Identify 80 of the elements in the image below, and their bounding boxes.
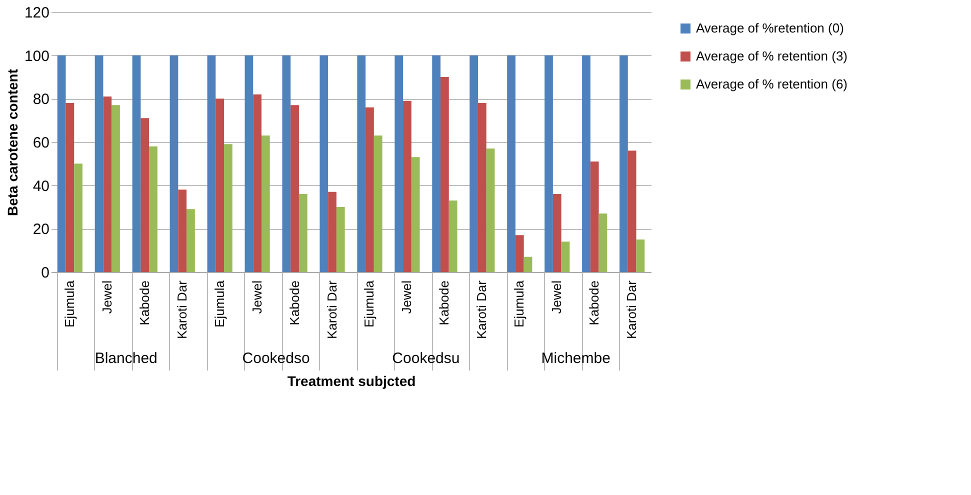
bar xyxy=(544,55,553,272)
x-tick-label: Kabode xyxy=(286,280,302,326)
bar xyxy=(440,77,449,272)
x-tick-label: Jewel xyxy=(99,280,114,314)
y-tick-label: 40 xyxy=(32,178,50,195)
bar xyxy=(261,136,270,272)
text: Blanched xyxy=(94,350,158,367)
x-tick-label: Karoti Dar xyxy=(624,280,640,340)
bar xyxy=(112,105,120,272)
bar xyxy=(207,55,216,272)
bar xyxy=(244,55,254,272)
bar xyxy=(103,96,112,272)
bar xyxy=(620,55,628,272)
y-tick-label: 80 xyxy=(32,91,50,108)
x-tick-label: Karoti Dar xyxy=(324,280,340,340)
bar xyxy=(140,118,150,272)
bar xyxy=(411,157,420,272)
bar xyxy=(282,55,291,272)
bar xyxy=(507,55,516,272)
y-tick-label: 0 xyxy=(41,264,50,282)
bar xyxy=(448,200,458,272)
bar xyxy=(636,240,645,272)
x-tick-label: Ejumula xyxy=(62,280,77,328)
bar xyxy=(216,98,224,272)
bar xyxy=(590,162,599,272)
y-tick-label: 120 xyxy=(24,4,50,22)
legend-label: Average of % retention (3) xyxy=(696,48,848,64)
bar xyxy=(374,136,382,272)
bar xyxy=(432,55,441,272)
bar xyxy=(66,103,74,272)
bar xyxy=(524,256,532,272)
bar xyxy=(486,148,495,272)
x-tick-label: Ejumula xyxy=(512,280,527,328)
bar xyxy=(582,55,590,272)
bar xyxy=(561,242,570,272)
x-tick-label: Kabode xyxy=(586,280,602,326)
bar xyxy=(328,192,336,272)
bar xyxy=(598,214,608,272)
x-tick-label: Ejumula xyxy=(362,280,377,328)
y-tick-label: 100 xyxy=(24,48,50,65)
bar xyxy=(357,55,366,272)
bar xyxy=(149,146,158,272)
x-tick-label: Karoti Dar xyxy=(174,280,190,340)
bar xyxy=(515,235,524,272)
x-axis-title: Treatment subjcted xyxy=(287,373,416,389)
y-tick-label: 20 xyxy=(32,221,50,238)
x-tick-label: Ejumula xyxy=(212,280,227,328)
x-tick-label: Kabode xyxy=(436,280,452,326)
bar xyxy=(224,144,232,272)
y-tick-label: 60 xyxy=(32,134,50,152)
text: Cookedsu xyxy=(392,350,460,367)
x-tick-label: Kabode xyxy=(136,280,152,326)
text: Cookedso xyxy=(242,350,310,367)
y-axis-title: Beta carotene content xyxy=(4,68,20,216)
bar xyxy=(320,55,328,272)
bar xyxy=(478,103,486,272)
bar xyxy=(403,100,412,272)
bar xyxy=(170,55,178,272)
bar xyxy=(253,94,262,272)
x-tick-label: Jewel xyxy=(549,280,564,314)
bar xyxy=(552,194,562,272)
legend-label: Average of % retention (6) xyxy=(696,76,848,92)
bar xyxy=(178,190,187,272)
x-tick-label: Karoti Dar xyxy=(474,280,490,340)
bar xyxy=(394,55,404,272)
bar xyxy=(186,209,195,272)
x-tick-label: Jewel xyxy=(249,280,264,314)
bar xyxy=(57,55,66,272)
bar xyxy=(470,55,478,272)
x-tick-label: Jewel xyxy=(399,280,414,314)
text: Michembe xyxy=(541,350,610,367)
bar xyxy=(74,164,82,272)
bar xyxy=(132,55,141,272)
bar xyxy=(298,194,308,272)
bar xyxy=(290,105,299,272)
bar xyxy=(94,55,104,272)
bar xyxy=(366,107,374,272)
legend-label: Average of %retention (0) xyxy=(696,20,844,36)
bar xyxy=(628,150,636,272)
bar xyxy=(336,207,345,272)
